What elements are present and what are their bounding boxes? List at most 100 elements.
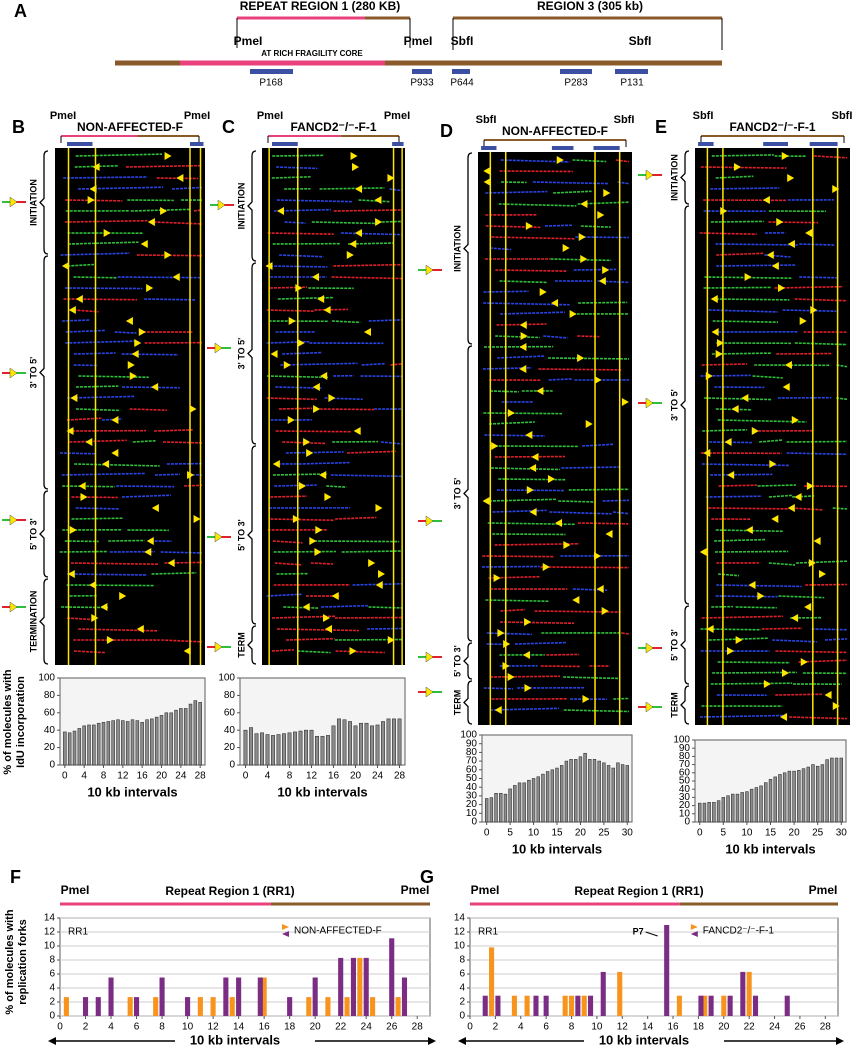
bar: [375, 724, 380, 766]
dna-fiber: [331, 276, 403, 280]
bar: [276, 734, 281, 766]
fork-icon: [9, 196, 18, 208]
bar: [82, 997, 89, 1016]
fork-marker: [272, 460, 280, 468]
x-tick-label: 24: [175, 771, 187, 782]
dna-fiber: [795, 560, 848, 564]
fork-marker: [556, 156, 564, 164]
fork-marker: [563, 541, 571, 549]
dna-fiber: [717, 661, 790, 664]
dna-fiber: [331, 320, 361, 324]
gel-title: FANCD2⁻/⁻-F-1: [729, 120, 815, 134]
dna-fiber: [270, 495, 307, 498]
fork-icon: [645, 701, 654, 713]
dna-fiber: [333, 209, 403, 212]
bar: [108, 977, 114, 1016]
bar: [773, 776, 777, 823]
fork-marker: [781, 669, 789, 677]
fork-marker: [799, 317, 807, 325]
fork-marker: [375, 504, 383, 512]
bar: [792, 770, 796, 823]
fork-marker: [368, 559, 376, 567]
bar: [698, 802, 702, 823]
bar: [363, 957, 369, 1016]
section-label: TERMINATION: [28, 591, 38, 653]
y-tick-label: 4: [459, 983, 465, 994]
gel-title: FANCD2⁻/⁻-F-1: [290, 120, 376, 134]
fork-marker: [777, 284, 785, 292]
bar: [617, 971, 623, 1016]
dna-fiber: [67, 263, 95, 267]
fork-marker: [491, 442, 499, 450]
bar: [386, 718, 391, 766]
dna-fiber: [715, 243, 798, 246]
label-bg: [584, 1034, 724, 1048]
dna-fiber: [716, 584, 802, 588]
fork-marker: [287, 416, 295, 424]
dna-fiber: [489, 247, 512, 251]
bar: [746, 971, 752, 1016]
section-brace: [247, 625, 257, 665]
site-label: SbfI: [693, 110, 714, 122]
legend-marker: [282, 924, 289, 930]
fork-marker: [387, 636, 395, 644]
section-brace: [39, 490, 49, 578]
dna-fiber: [121, 494, 171, 498]
dna-fiber: [67, 395, 135, 399]
dna-fiber: [710, 682, 793, 685]
x-tick-label: 20: [310, 1022, 322, 1033]
fork-marker: [497, 629, 505, 637]
fork-marker: [800, 658, 808, 666]
bar: [820, 764, 825, 823]
bar: [397, 718, 402, 766]
bar: [309, 729, 314, 766]
bar: [82, 725, 86, 766]
dna-fiber: [547, 357, 630, 360]
site-label: SbfI: [629, 34, 652, 48]
bar: [702, 995, 708, 1016]
dna-fiber: [66, 573, 148, 576]
x-tick-label: 28: [195, 771, 207, 782]
dna-fiber: [340, 232, 403, 236]
probe: [763, 142, 788, 146]
fork-marker: [61, 262, 69, 270]
y-tick-label: 20: [679, 800, 691, 811]
fork-marker: [555, 519, 563, 527]
fork-marker: [378, 570, 386, 578]
fork-marker: [597, 211, 605, 219]
dna-fiber: [613, 697, 630, 700]
dna-fiber: [272, 473, 327, 476]
bar: [721, 995, 727, 1016]
region-label: REPEAT REGION 1 (280 KB): [240, 0, 400, 13]
fork-marker: [314, 548, 322, 556]
fork-marker: [542, 563, 550, 571]
dna-fiber: [824, 638, 848, 641]
y-tick-label: 20: [466, 799, 478, 810]
bar: [708, 995, 714, 1016]
fork-marker: [711, 328, 719, 336]
bar: [754, 787, 759, 823]
dna-fiber: [276, 166, 318, 170]
dna-fiber: [326, 485, 347, 488]
dna-fiber: [572, 159, 607, 163]
fork-marker: [134, 339, 142, 347]
bar: [183, 708, 188, 766]
section-brace: [680, 685, 690, 725]
y-tick-label: 90: [679, 743, 691, 754]
bar: [350, 957, 356, 1016]
bar: [197, 997, 203, 1016]
dna-fiber: [832, 507, 848, 510]
x-tick-label: 4: [81, 771, 87, 782]
bar: [130, 719, 135, 766]
fork-marker: [804, 603, 812, 611]
fork-icon: [425, 515, 434, 527]
dna-fiber: [390, 363, 403, 366]
fork-marker: [100, 603, 108, 611]
fork-marker: [297, 339, 305, 347]
fork-marker: [151, 504, 159, 512]
section-brace: [680, 150, 690, 205]
fork-marker: [315, 526, 323, 534]
x-tick-label: 12: [617, 1022, 629, 1033]
fork-marker: [176, 174, 184, 182]
bar: [77, 728, 82, 766]
